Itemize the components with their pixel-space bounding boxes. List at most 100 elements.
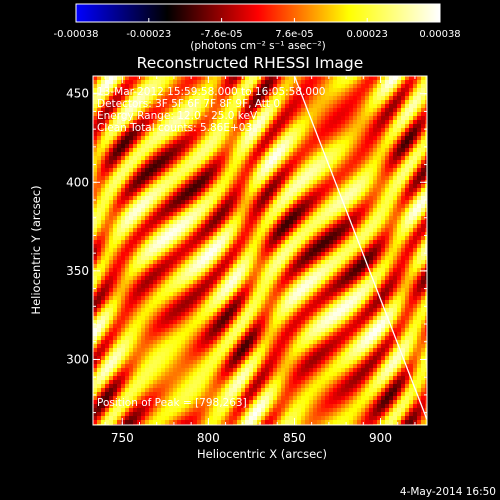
heatmap-cell (129, 260, 134, 265)
heatmap-cell (197, 264, 202, 269)
heatmap-cell (409, 232, 414, 237)
heatmap-cell (293, 124, 298, 129)
heatmap-cell (117, 288, 122, 293)
heatmap-cell (169, 112, 174, 117)
heatmap-cell (133, 208, 138, 213)
heatmap-cell (365, 156, 370, 161)
heatmap-cell (397, 208, 402, 213)
heatmap-cell (405, 104, 410, 109)
heatmap-cell (281, 164, 286, 169)
heatmap-cell (201, 196, 206, 201)
heatmap-cell (421, 84, 426, 89)
heatmap-cell (285, 76, 290, 81)
heatmap-cell (205, 196, 210, 201)
heatmap-cell (117, 184, 122, 189)
heatmap-cell (281, 176, 286, 181)
heatmap-cell (181, 84, 186, 89)
heatmap-cell (141, 276, 146, 281)
heatmap-cell (181, 196, 186, 201)
heatmap-cell (201, 88, 206, 93)
heatmap-cell (117, 148, 122, 153)
heatmap-cell (401, 76, 406, 81)
heatmap-cell (289, 188, 294, 193)
heatmap-cell (165, 236, 170, 241)
heatmap-cell (113, 92, 118, 97)
heatmap-cell (357, 284, 362, 289)
heatmap-cell (413, 140, 418, 145)
heatmap-cell (309, 188, 314, 193)
heatmap-cell (293, 148, 298, 153)
heatmap-cell (309, 268, 314, 273)
heatmap-cell (133, 148, 138, 153)
heatmap-cell (177, 136, 182, 141)
heatmap-cell (337, 132, 342, 137)
heatmap-cell (285, 144, 290, 149)
heatmap-cell (413, 248, 418, 253)
heatmap-cell (105, 280, 110, 285)
heatmap-cell (97, 176, 102, 181)
heatmap-cell (409, 108, 414, 113)
heatmap-cell (113, 172, 118, 177)
heatmap-cell (241, 84, 246, 89)
heatmap-cell (245, 236, 250, 241)
colorbar-cell (106, 4, 108, 22)
heatmap-cell (205, 208, 210, 213)
heatmap-cell (93, 176, 98, 181)
heatmap-cell (401, 148, 406, 153)
heatmap-cell (113, 276, 118, 281)
heatmap-cell (97, 224, 102, 229)
heatmap-cell (369, 248, 374, 253)
heatmap-cell (141, 104, 146, 109)
heatmap-cell (181, 228, 186, 233)
heatmap-cell (217, 224, 222, 229)
heatmap-cell (189, 232, 194, 237)
heatmap-cell (369, 228, 374, 233)
heatmap-cell (281, 152, 286, 157)
heatmap-cell (181, 176, 186, 181)
heatmap-cell (157, 160, 162, 165)
heatmap-cell (417, 184, 422, 189)
heatmap-cell (129, 140, 134, 145)
heatmap-cell (109, 208, 114, 213)
heatmap-cell (329, 284, 334, 289)
heatmap-cell (157, 148, 162, 153)
heatmap-cell (109, 80, 114, 85)
heatmap-cell (289, 140, 294, 145)
heatmap-cell (373, 168, 378, 173)
heatmap-cell (229, 216, 234, 221)
heatmap-cell (101, 128, 106, 133)
heatmap-cell (129, 200, 134, 205)
heatmap-cell (237, 292, 242, 297)
heatmap-cell (189, 208, 194, 213)
heatmap-cell (353, 80, 358, 85)
heatmap-cell (257, 224, 262, 229)
heatmap-cell (373, 224, 378, 229)
heatmap-cell (377, 148, 382, 153)
heatmap-cell (113, 236, 118, 241)
heatmap-cell (349, 160, 354, 165)
heatmap-cell (273, 80, 278, 85)
colorbar-cell (410, 4, 412, 22)
heatmap-cell (133, 264, 138, 269)
heatmap-cell (285, 172, 290, 177)
heatmap-cell (309, 180, 314, 185)
heatmap-cell (137, 280, 142, 285)
heatmap-cell (141, 116, 146, 121)
heatmap-cell (221, 216, 226, 221)
heatmap-cell (393, 208, 398, 213)
heatmap-cell (257, 276, 262, 281)
heatmap-cell (321, 172, 326, 177)
heatmap-cell (293, 236, 298, 241)
heatmap-cell (237, 168, 242, 173)
heatmap-cell (205, 276, 210, 281)
heatmap-cell (217, 132, 222, 137)
heatmap-cell (325, 236, 330, 241)
heatmap-cell (181, 92, 186, 97)
heatmap-cell (405, 76, 410, 81)
heatmap-cell (165, 232, 170, 237)
heatmap-cell (413, 124, 418, 129)
heatmap-cell (381, 292, 386, 297)
colorbar-cell (328, 4, 330, 22)
heatmap-cell (213, 132, 218, 137)
heatmap-cell (401, 132, 406, 137)
